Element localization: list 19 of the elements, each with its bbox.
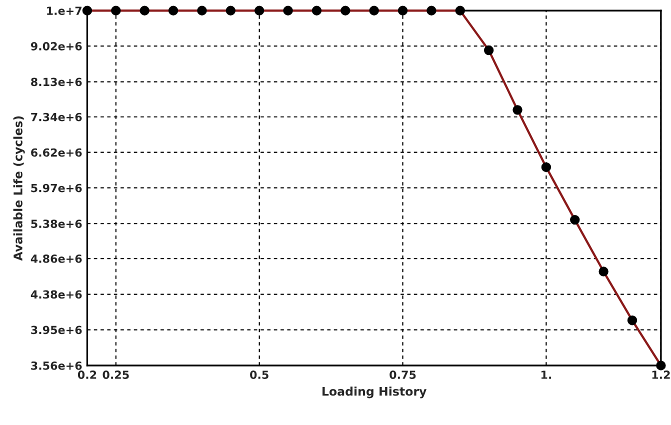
y-tick-label: 3.56e+6 (31, 361, 82, 370)
y-tick-label: 5.38e+6 (31, 220, 82, 228)
x-tick-label: 0.2 (78, 370, 96, 379)
x-tick-label: 1. (541, 370, 552, 379)
y-tick-label: 7.34e+6 (31, 112, 82, 122)
y-tick-label: 4.38e+6 (30, 290, 82, 299)
x-tick-label: 1.2 (652, 370, 670, 379)
y-tick-label: 3.95e+6 (31, 326, 82, 334)
y-tick-label: 8.13e+6 (31, 78, 82, 86)
x-axis-title: Loading History (322, 386, 427, 398)
y-axis-title: Available Life (cycles) (13, 116, 25, 261)
x-tick-label: 0.25 (102, 370, 129, 379)
y-tick-label: 9.02e+6 (30, 42, 82, 50)
y-tick-label: 4.86e+6 (30, 254, 82, 263)
y-tick-label: 5.97e+6 (31, 184, 82, 192)
x-tick-label: 0.5 (250, 370, 268, 379)
x-tick-label: 0.75 (390, 370, 416, 379)
y-tick-label: 1.e+7 (47, 6, 82, 16)
y-tick-label: 6.62e+6 (31, 148, 82, 157)
